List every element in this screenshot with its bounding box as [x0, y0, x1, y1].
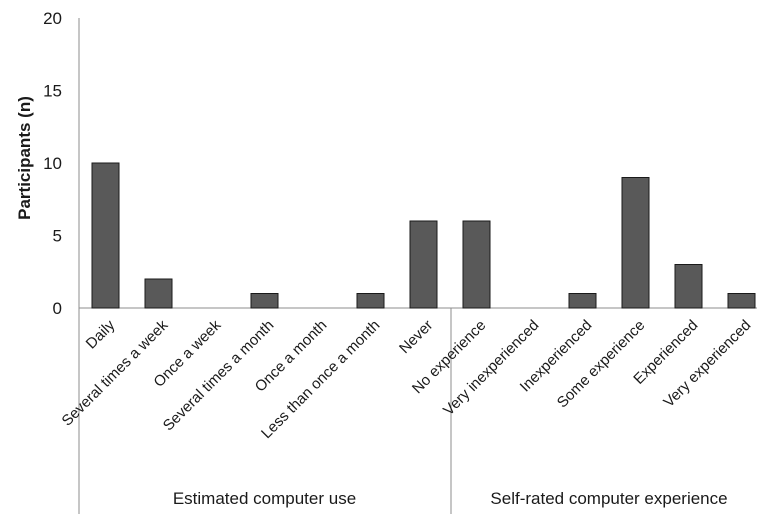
bar — [674, 264, 703, 309]
bar — [91, 162, 120, 309]
y-tick-label: 0 — [53, 299, 62, 318]
y-tick-label: 10 — [43, 154, 62, 173]
group-label: Self-rated computer experience — [490, 489, 727, 508]
category-label: Very inexperienced — [440, 317, 542, 419]
y-tick-label: 5 — [53, 227, 62, 246]
bar — [621, 177, 650, 309]
bar — [727, 293, 756, 309]
bar — [462, 220, 491, 309]
bar — [356, 293, 385, 309]
bar — [144, 278, 173, 309]
bar — [409, 220, 438, 309]
bar — [568, 293, 597, 309]
y-tick-label: 15 — [43, 82, 62, 101]
y-axis-title: Participants (n) — [15, 96, 34, 220]
group-label: Estimated computer use — [173, 489, 356, 508]
y-tick-label: 20 — [43, 9, 62, 28]
category-label: Daily — [83, 316, 119, 352]
category-label: Never — [396, 317, 436, 357]
bar — [250, 293, 279, 309]
